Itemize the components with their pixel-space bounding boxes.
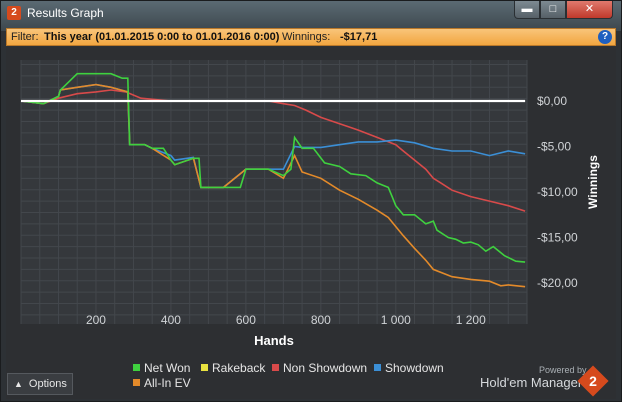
x-tick-label: 400 [161, 313, 181, 327]
help-icon[interactable]: ? [598, 30, 612, 44]
legend-all-in-ev[interactable]: All-In EV [133, 376, 191, 390]
filter-label: Filter: [11, 31, 39, 43]
legend-non-showdown-label: Non Showdown [283, 361, 368, 375]
options-button[interactable]: ▲ Options [7, 373, 73, 395]
legend-net-won[interactable]: Net Won [133, 361, 190, 375]
legend-rakeback[interactable]: Rakeback [201, 361, 265, 375]
series-line-non-showdown [20, 89, 526, 212]
series-line-all-in-ev [20, 83, 526, 288]
legend-showdown-label: Showdown [385, 361, 444, 375]
powered-by-text: Powered by [539, 365, 587, 375]
results-chart: 200 400 600 800 1 000 1 200 $0,00 -$5,00 -$10,00… [20, 60, 600, 348]
minimize-icon: ▬ [521, 3, 533, 15]
close-icon: ✕ [584, 3, 595, 15]
legend-net-won-swatch [133, 364, 140, 371]
x-tick-label: 600 [236, 313, 256, 327]
app-logo-icon: 2 [7, 6, 21, 20]
legend-rakeback-swatch [201, 364, 208, 371]
series-line-net-won [20, 72, 526, 263]
y-tick-label: -$10,00 [537, 185, 578, 199]
brand-logo-number: 2 [589, 373, 597, 389]
legend-net-won-label: Net Won [144, 361, 191, 375]
maximize-button[interactable]: □ [540, 1, 566, 19]
y-tick-label: -$15,00 [537, 231, 578, 245]
legend-non-showdown-swatch [272, 364, 279, 371]
legend-all-in-ev-label: All-In EV [144, 376, 191, 390]
chart-area: 200 400 600 800 1 000 1 200 $0,00 -$5,00 -$10,00… [6, 47, 616, 399]
x-tick-label: 200 [86, 313, 106, 327]
maximize-icon: □ [549, 3, 557, 15]
legend-non-showdown[interactable]: Non Showdown [272, 361, 367, 375]
filter-value[interactable]: This year (01.01.2015 0:00 to 01.01.2016… [44, 31, 280, 43]
filter-bar[interactable]: Filter: This year (01.01.2015 0:00 to 01… [6, 28, 616, 46]
winnings-value: -$17,71 [340, 31, 378, 43]
minimize-button[interactable]: ▬ [514, 1, 540, 19]
x-tick-label: 1 200 [456, 313, 486, 327]
chevron-up-icon: ▲ [14, 379, 23, 389]
plot-background [21, 60, 527, 324]
y-axis-label: Winnings [586, 155, 600, 209]
close-button[interactable]: ✕ [566, 1, 613, 19]
legend-showdown[interactable]: Showdown [374, 361, 444, 375]
x-tick-label: 800 [311, 313, 331, 327]
y-tick-label: -$20,00 [537, 276, 578, 290]
title-bar[interactable]: 2 Results Graph ▬ □ ✕ [1, 1, 621, 25]
x-axis-label: Hands [254, 333, 294, 348]
legend-rakeback-label: Rakeback [212, 361, 266, 375]
window-title: Results Graph [27, 6, 104, 20]
y-tick-label: -$5,00 [537, 139, 571, 153]
x-tick-label: 1 000 [381, 313, 411, 327]
legend-showdown-swatch [374, 364, 381, 371]
options-label: Options [28, 378, 67, 390]
y-tick-label: $0,00 [537, 94, 567, 108]
brand-name: Hold'em Manager [480, 375, 583, 390]
legend-all-in-ev-swatch [133, 379, 140, 386]
winnings-label: Winnings: [282, 31, 331, 43]
